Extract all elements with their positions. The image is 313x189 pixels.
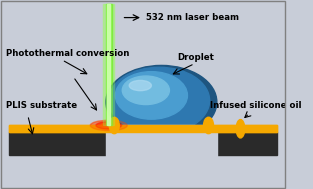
Ellipse shape [90,120,127,131]
Ellipse shape [90,120,127,131]
Bar [103,5,115,125]
Bar [9,125,277,132]
Ellipse shape [115,72,187,119]
Ellipse shape [122,76,169,105]
Ellipse shape [101,123,116,128]
Ellipse shape [236,120,245,138]
Ellipse shape [109,117,119,134]
Bar [105,5,112,125]
Ellipse shape [203,117,213,134]
Bar [107,5,110,125]
Bar [105,5,112,125]
Ellipse shape [96,122,121,129]
Ellipse shape [96,122,121,129]
Bar [106,125,217,188]
Ellipse shape [109,67,210,134]
Text: Infused silicone oil: Infused silicone oil [210,101,301,110]
Bar [9,132,277,155]
Text: PLIS substrate: PLIS substrate [6,101,78,110]
Ellipse shape [129,81,151,91]
Ellipse shape [105,124,112,127]
Text: Droplet: Droplet [177,53,214,63]
Ellipse shape [101,123,116,128]
Bar [107,5,110,125]
Text: 532 nm laser beam: 532 nm laser beam [146,13,239,22]
Text: Photothermal conversion: Photothermal conversion [6,49,130,58]
Bar [9,125,277,132]
Bar [103,5,115,125]
Ellipse shape [106,65,217,139]
